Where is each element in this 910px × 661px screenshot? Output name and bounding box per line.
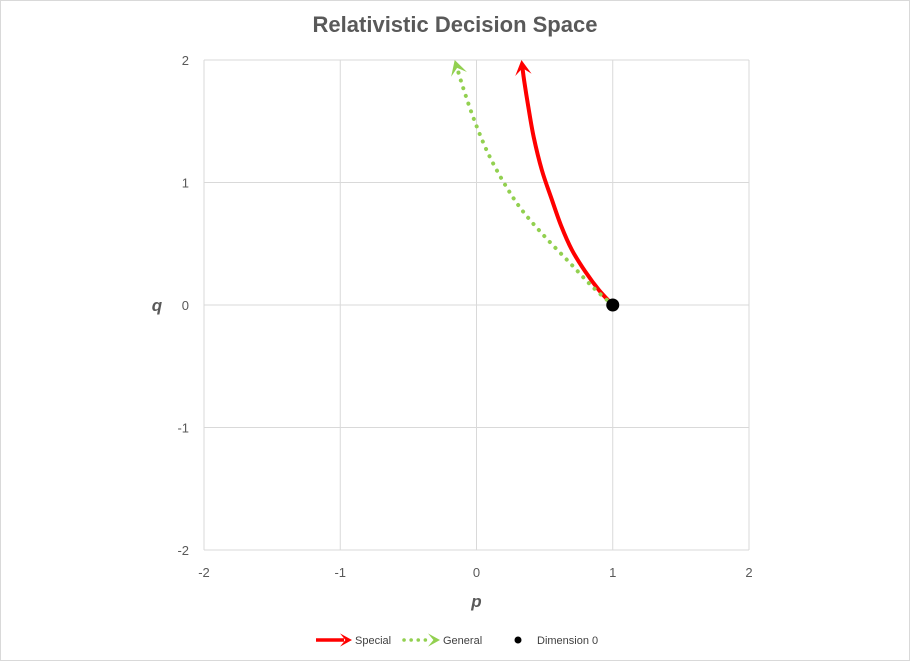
legend-marker-dimension-0	[514, 636, 522, 644]
legend-arrow-general	[428, 633, 440, 647]
legend-arrow-special	[340, 633, 352, 647]
x-tick-label: 1	[609, 565, 616, 580]
x-tick-label: -1	[334, 565, 346, 580]
series-line-special	[520, 65, 615, 307]
x-tick-label: 0	[473, 565, 480, 580]
x-tick-label: -2	[198, 565, 210, 580]
y-tick-label: 0	[182, 298, 189, 313]
point-dimension-0	[606, 298, 620, 312]
y-tick-label: -1	[177, 421, 189, 436]
y-tick-label: -2	[177, 543, 189, 558]
legend-label-dimension-0: Dimension 0	[537, 635, 598, 647]
arrowhead-general	[451, 60, 467, 77]
y-axis-label: q	[152, 296, 163, 315]
legend-label-general: General	[443, 635, 482, 647]
x-axis-label: p	[470, 592, 481, 611]
arrowhead-special	[515, 60, 532, 76]
tick-labels: -2 -1 0 1 2 -2 -1 0 1 2	[177, 53, 752, 580]
legend-label-special: Special	[355, 635, 391, 647]
chart-title: Relativistic Decision Space	[312, 12, 598, 37]
grid	[203, 59, 750, 551]
series-line-general	[455, 65, 615, 307]
y-tick-label: 2	[182, 53, 189, 68]
y-tick-label: 1	[182, 176, 189, 191]
series-layer	[451, 60, 620, 312]
legend: Special General Dimension 0	[316, 633, 598, 647]
x-tick-label: 2	[745, 565, 752, 580]
